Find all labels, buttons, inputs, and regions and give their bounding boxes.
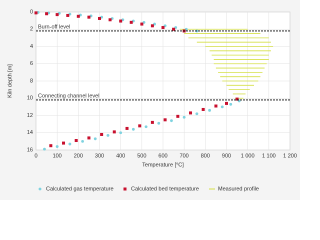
bed-point — [108, 18, 112, 22]
x-tick-label: 1 200 — [283, 153, 297, 159]
bed-point — [66, 13, 70, 17]
bed-point — [189, 111, 193, 115]
x-tick-label: 800 — [201, 153, 210, 159]
gas-point — [220, 105, 224, 109]
y-tick-label: 4 — [30, 44, 33, 50]
bed-point — [55, 13, 59, 17]
gas-point — [144, 125, 148, 129]
legend-symbol — [123, 187, 127, 191]
gas-point — [93, 137, 97, 141]
x-tick-label: 1 000 — [241, 153, 255, 159]
y-tick-label: 2 — [30, 27, 33, 33]
x-tick-label: 100 — [53, 153, 62, 159]
reference-label: Connecting channel level — [38, 93, 99, 99]
bed-point — [140, 22, 144, 26]
bed-point — [161, 26, 165, 30]
bed-point — [150, 24, 154, 28]
bed-point — [119, 19, 123, 23]
bed-point — [125, 126, 129, 130]
gas-point — [81, 139, 84, 143]
gas-point — [106, 133, 110, 137]
legend-symbol — [38, 187, 42, 191]
bed-point — [112, 130, 116, 134]
bed-point — [235, 97, 239, 101]
gas-point — [157, 121, 161, 125]
bed-point — [150, 120, 154, 124]
bed-point — [138, 124, 142, 128]
gas-point — [182, 115, 186, 119]
gas-point — [43, 147, 46, 151]
x-tick-label: 700 — [180, 153, 189, 159]
bed-point — [74, 139, 78, 143]
bed-point — [176, 114, 180, 118]
bed-point — [45, 12, 49, 16]
gas-point — [229, 102, 233, 106]
x-tick-label: 200 — [74, 153, 83, 159]
reference-label: Burn-off level — [38, 24, 70, 30]
bed-point — [76, 14, 80, 18]
y-tick-label: 10 — [27, 96, 33, 102]
bed-point — [214, 104, 218, 108]
x-tick-label: 900 — [222, 153, 231, 159]
bed-point — [87, 136, 91, 140]
x-axis-label: Temperature [°C] — [142, 162, 184, 168]
gas-point — [55, 145, 59, 148]
gas-point — [170, 119, 173, 123]
bed-point — [49, 144, 53, 148]
bed-point — [100, 132, 104, 136]
gas-point — [119, 131, 123, 135]
bed-point — [62, 141, 66, 145]
y-tick-label: 14 — [27, 130, 33, 136]
bed-point — [34, 11, 38, 15]
y-axis-label: Kiln depth [m] — [7, 64, 13, 98]
y-tick-label: 16 — [27, 147, 33, 153]
legend-label: Calculated bed temperature — [131, 186, 199, 192]
bed-point — [201, 107, 205, 111]
x-tick-label: 500 — [137, 153, 146, 159]
bed-point — [87, 15, 91, 19]
y-tick-label: 6 — [30, 61, 33, 67]
gas-point — [131, 127, 135, 131]
gas-point — [195, 112, 199, 116]
bed-point — [163, 118, 167, 122]
legend-label: Measured profile — [218, 186, 259, 192]
bed-point — [225, 101, 228, 105]
gas-point — [208, 108, 211, 112]
x-tick-label: 0 — [34, 153, 37, 159]
x-tick-label: 300 — [95, 153, 104, 159]
gas-point — [68, 142, 72, 146]
x-tick-label: 600 — [158, 153, 167, 159]
bed-point — [129, 20, 133, 24]
chart: Temperature [°C] Kiln depth [m] 0 100 200 3… — [0, 0, 300, 200]
legend-label: Calculated gas temperature — [46, 186, 114, 192]
x-tick-label: 400 — [116, 153, 125, 159]
bed-point — [172, 27, 176, 31]
x-tick-label: 1 100 — [262, 153, 276, 159]
y-tick-label: 8 — [30, 78, 33, 84]
y-tick-label: 12 — [27, 113, 33, 119]
y-tick-label: 0 — [30, 9, 33, 15]
bed-point — [98, 16, 101, 20]
